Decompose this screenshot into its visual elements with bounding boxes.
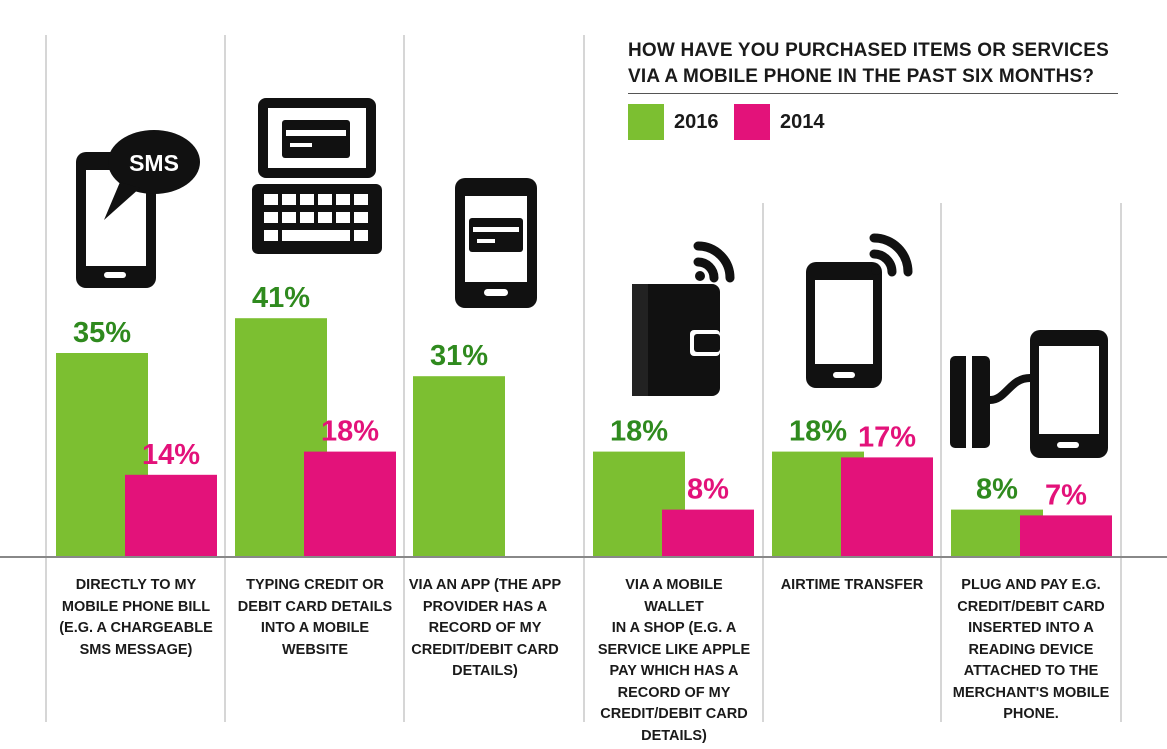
category-label-line: RECORD OF MY <box>617 684 731 701</box>
category-label-line: SMS MESSAGE) <box>79 641 193 658</box>
phone-wireless-icon <box>806 233 913 388</box>
chart-title: HOW HAVE YOU PURCHASED ITEMS OR SERVICES… <box>628 38 1128 90</box>
category-label-line: CREDIT/DEBIT CARD <box>600 706 748 722</box>
category-label-line: PLUG AND PAY E.G. <box>961 577 1101 593</box>
value-label-2014-1: 14% <box>142 439 200 471</box>
laptop-card-icon <box>252 98 382 254</box>
bars <box>56 318 1112 556</box>
category-label-line: VIA AN APP (THE APP <box>408 577 562 593</box>
value-label-2016-3: 31% <box>430 340 488 372</box>
category-label-line: DETAILS) <box>641 727 707 744</box>
category-label-line: PAY WHICH HAS A <box>609 663 739 679</box>
legend-label-2014: 2014 <box>780 110 825 133</box>
legend-item-2014: 2014 <box>734 104 825 140</box>
chart-title-line-1: HOW HAVE YOU PURCHASED ITEMS OR SERVICES <box>628 40 1109 61</box>
bar-2016-3 <box>413 376 505 556</box>
card-reader-phone-icon <box>950 330 1108 458</box>
category-label-line: MERCHANT'S MOBILE <box>952 684 1110 701</box>
legend-swatch-2014 <box>734 104 770 140</box>
value-label-2016-2: 41% <box>252 282 310 314</box>
category-label-line: MOBILE PHONE BILL <box>61 598 211 615</box>
bar-2014-6 <box>1020 515 1112 556</box>
value-label-2014-6: 7% <box>1045 479 1087 511</box>
category-label-phone-bill: DIRECTLY TO MY MOBILE PHONE BILL (E.G. A C… <box>56 575 216 661</box>
category-label-airtime: AIRTIME TRANSFER <box>772 575 932 597</box>
phone-card-icon <box>455 178 537 308</box>
wallet-wireless-icon <box>632 241 735 396</box>
category-label-line: WEBSITE <box>281 641 349 658</box>
category-label-line: DIRECTLY TO MY <box>75 577 197 593</box>
category-label-line: VIA A MOBILE WALLET <box>625 577 723 615</box>
value-label-2014-2: 18% <box>321 416 379 448</box>
legend-label-2016: 2016 <box>674 110 719 133</box>
chart-title-line-2: VIA A MOBILE PHONE IN THE PAST SIX MONTH… <box>628 66 1095 87</box>
category-label-line: SERVICE LIKE APPLE <box>597 641 751 658</box>
category-label-line: CREDIT/DEBIT CARD <box>411 641 559 658</box>
legend-item-2016: 2016 <box>628 104 719 140</box>
category-label-plug-and-pay: PLUG AND PAY E.G. CREDIT/DEBIT CARD INSERT… <box>951 575 1111 726</box>
value-label-2016-6: 8% <box>976 474 1018 506</box>
category-label-line: RECORD OF MY <box>428 620 542 636</box>
category-label-line: ATTACHED TO THE <box>963 663 1099 679</box>
category-label-line: READING DEVICE <box>968 641 1094 658</box>
category-label-line: DEBIT CARD DETAILS <box>237 598 393 615</box>
category-label-line: AIRTIME TRANSFER <box>780 577 924 593</box>
bar-2014-4 <box>662 509 754 556</box>
category-label-line: IN A SHOP (E.G. A <box>611 620 737 636</box>
value-labels: 35% 41% 31% 18% 18% 8% 14% 18% 8% 17% 7% <box>73 282 1087 511</box>
category-label-line: DETAILS) <box>452 663 518 679</box>
value-label-2014-4: 8% <box>687 474 729 506</box>
category-label-line: TYPING CREDIT OR <box>246 577 384 593</box>
title-rule <box>628 93 1118 94</box>
bar-2014-1 <box>125 474 217 556</box>
bar-2014-5 <box>841 457 933 556</box>
value-label-2016-5: 18% <box>789 416 847 448</box>
value-label-2016-4: 18% <box>610 416 668 448</box>
value-label-2016-1: 35% <box>73 317 131 349</box>
category-label-line: CREDIT/DEBIT CARD <box>957 598 1105 615</box>
legend-swatch-2016 <box>628 104 664 140</box>
value-label-2014-5: 17% <box>858 421 916 453</box>
category-label-line: PROVIDER HAS A <box>422 598 548 615</box>
category-label-line: INSERTED INTO A <box>968 620 1094 636</box>
svg-text:SMS: SMS <box>129 150 179 176</box>
category-label-mobile-wallet: VIA A MOBILE WALLET IN A SHOP (E.G. A SERV… <box>594 575 754 747</box>
category-label-line: INTO A MOBILE <box>260 620 370 636</box>
category-label-line: PHONE. <box>1003 706 1059 722</box>
category-label-app: VIA AN APP (THE APP PROVIDER HAS A RECORD … <box>405 575 565 683</box>
category-label-mobile-website: TYPING CREDIT OR DEBIT CARD DETAILS INTO A… <box>235 575 395 661</box>
sms-phone-icon: SMS <box>76 130 200 288</box>
category-label-line: (E.G. A CHARGEABLE <box>59 620 213 636</box>
bar-2014-2 <box>304 451 396 556</box>
column-separators <box>45 35 1122 722</box>
